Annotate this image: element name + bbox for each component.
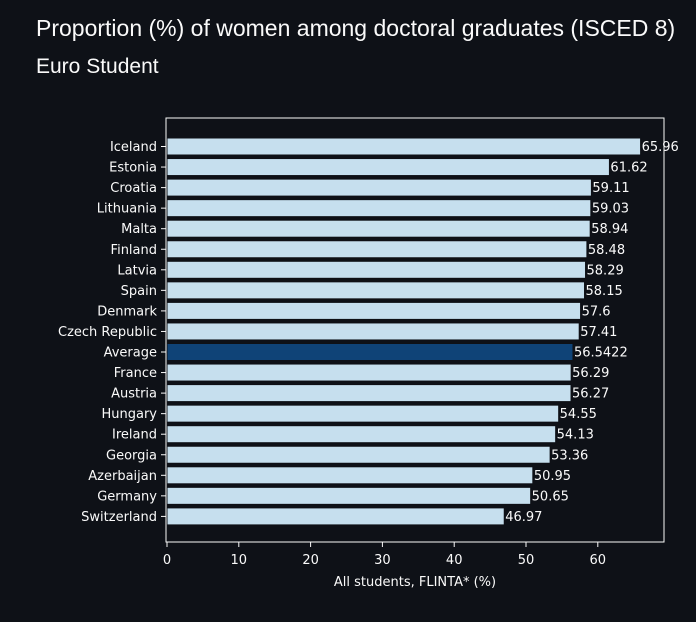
x-tick-label: 30 [374,553,391,568]
category-label-average: Average [104,346,157,361]
x-tick-label: 10 [231,553,248,568]
value-label-austria: 56.27 [572,387,609,402]
category-label-germany: Germany [97,489,157,504]
bar-hungary [166,404,560,423]
x-tick-label: 50 [518,553,535,568]
value-label-finland: 58.48 [588,243,625,258]
category-label-iceland: Iceland [110,140,157,155]
category-label-georgia: Georgia [106,448,157,463]
value-label-iceland: 65.96 [642,140,679,155]
category-label-czech-republic: Czech Republic [58,325,157,340]
bar-azerbaijan [166,466,534,485]
x-tick-label: 40 [446,553,463,568]
bar-lithuania [166,199,592,218]
x-tick-label: 60 [590,553,607,568]
plot-frame [165,117,665,543]
bar-austria [166,384,572,403]
value-label-ireland: 54.13 [557,428,594,443]
bar-switzerland [166,507,505,526]
category-label-azerbaijan: Azerbaijan [88,469,157,484]
category-label-spain: Spain [121,284,157,299]
value-label-germany: 50.65 [532,489,569,504]
chart-subtitle: Euro Student [36,55,159,78]
bar-estonia [166,158,610,177]
value-label-latvia: 58.29 [587,263,624,278]
category-label-estonia: Estonia [109,161,157,176]
bar-georgia [166,445,551,464]
bar-malta [166,219,591,238]
category-label-austria: Austria [111,387,157,402]
bar-denmark [166,301,582,320]
value-label-spain: 58.15 [586,284,623,299]
value-label-georgia: 53.36 [551,448,588,463]
category-label-malta: Malta [121,222,157,237]
category-label-latvia: Latvia [117,263,157,278]
category-label-hungary: Hungary [101,407,157,422]
category-label-ireland: Ireland [112,428,157,443]
x-axis-label: All students, FLINTA* (%) [334,575,496,590]
bar-ireland [166,425,557,444]
value-label-lithuania: 59.03 [592,202,629,217]
category-label-france: France [114,366,157,381]
chart-title: Proportion (%) of women among doctoral g… [36,15,676,41]
bar-average [166,343,574,361]
value-label-croatia: 59.11 [592,181,629,196]
bar-croatia [166,178,592,197]
bar-latvia [166,260,587,279]
x-tick-label: 20 [302,553,319,568]
value-label-estonia: 61.62 [610,161,647,176]
category-label-lithuania: Lithuania [97,202,157,217]
category-label-croatia: Croatia [110,181,157,196]
value-label-denmark: 57.6 [582,304,611,319]
value-label-hungary: 54.55 [560,407,597,422]
value-label-azerbaijan: 50.95 [534,469,571,484]
value-label-malta: 58.94 [591,222,628,237]
bar-czech-republic [166,322,580,341]
value-label-average: 56.5422 [574,346,628,361]
bar-germany [166,486,532,505]
bar-finland [166,240,588,259]
x-tick-label: 0 [163,553,171,568]
value-label-czech-republic: 57.41 [580,325,617,340]
category-label-denmark: Denmark [97,304,157,319]
bar-spain [166,281,586,300]
value-label-switzerland: 46.97 [505,510,542,525]
category-label-finland: Finland [111,243,157,258]
value-label-france: 56.29 [572,366,609,381]
bar-france [166,363,572,382]
bar-iceland [166,137,642,156]
category-label-switzerland: Switzerland [81,510,157,525]
